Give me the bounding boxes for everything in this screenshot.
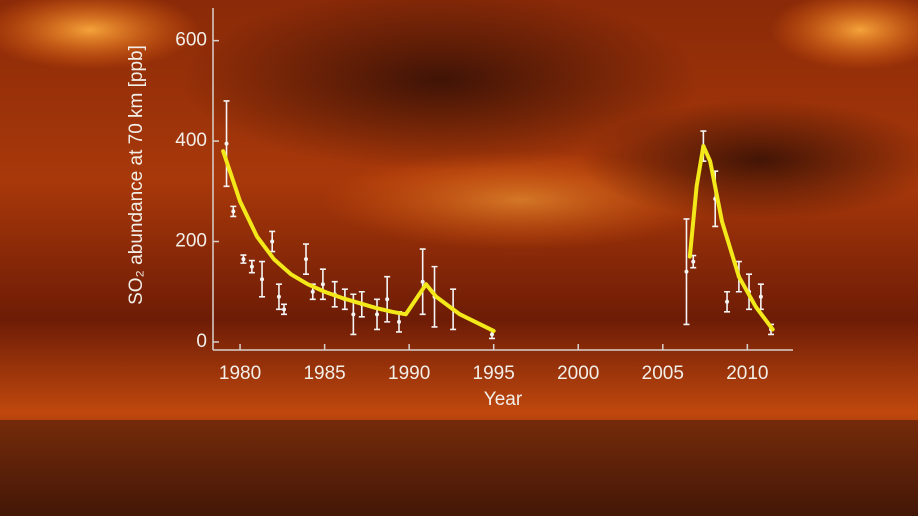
data-point: [725, 299, 730, 304]
x-tick-label: 1980: [219, 363, 261, 384]
y-axis-label: SO₂ abundance at 70 km [ppb]: [126, 45, 147, 305]
data-point: [375, 312, 380, 317]
fit-line: [221, 149, 496, 333]
data-point: [276, 294, 281, 299]
data-point: [241, 257, 246, 262]
x-tick-label: 2000: [557, 363, 599, 384]
data-point: [304, 257, 309, 262]
y-tick-label: 0: [196, 331, 207, 352]
x-axis-label: Year: [484, 389, 523, 410]
data-point: [397, 319, 402, 324]
data-point: [490, 332, 495, 337]
data-point: [351, 312, 356, 317]
y-tick-label: 200: [175, 231, 207, 252]
data-point: [249, 264, 254, 269]
y-tick-label: 400: [175, 130, 207, 151]
data-point: [310, 289, 315, 294]
data-point: [420, 279, 425, 284]
data-point: [684, 269, 689, 274]
x-tick-label: 2010: [726, 363, 768, 384]
y-tick-label: 600: [175, 30, 207, 51]
data-point: [282, 307, 287, 312]
data-point: [320, 282, 325, 287]
x-tick-label: 1990: [388, 363, 430, 384]
x-tick-label: 2005: [642, 363, 684, 384]
data-point: [385, 297, 390, 302]
data-point: [260, 277, 265, 282]
data-point: [270, 239, 275, 244]
x-tick-label: 1995: [473, 363, 515, 384]
data-point: [758, 294, 763, 299]
fit-line: [687, 144, 775, 332]
data-point: [224, 141, 229, 146]
x-tick-label: 1985: [303, 363, 345, 384]
data-point: [691, 259, 696, 264]
data-point: [231, 209, 236, 214]
